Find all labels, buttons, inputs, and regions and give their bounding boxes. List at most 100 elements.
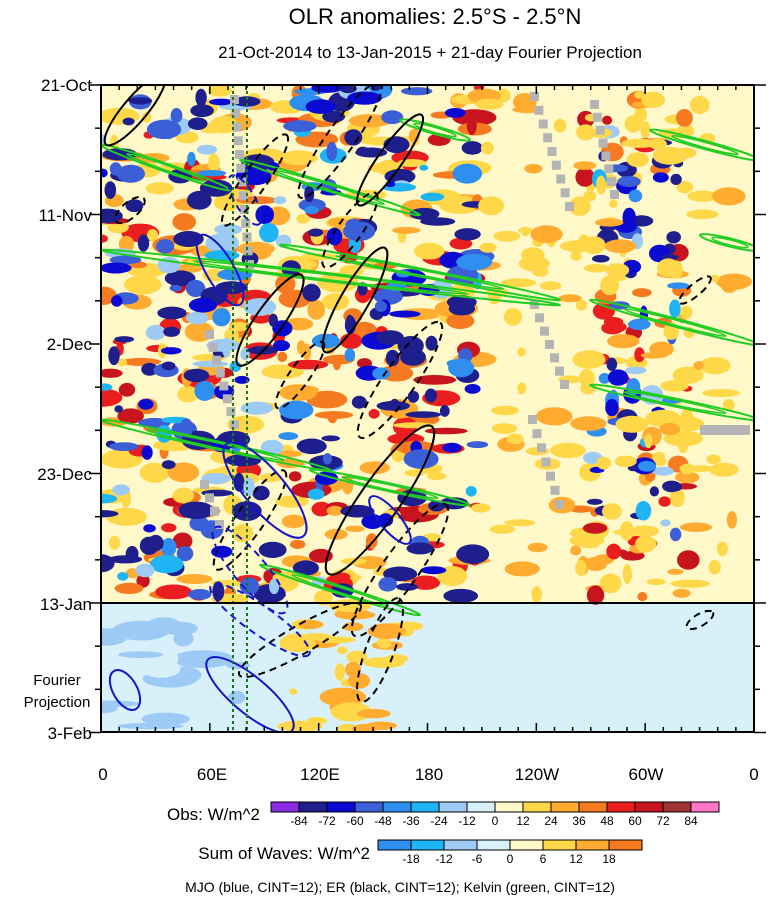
anomaly-patch (501, 278, 536, 288)
anomaly-patch (634, 91, 645, 99)
anomaly-patch (114, 582, 144, 595)
anomaly-patch (278, 432, 299, 441)
anomaly-patch (279, 400, 314, 420)
missing-data-mark (530, 92, 539, 101)
chart-title: OLR anomalies: 2.5°S - 2.5°N (289, 4, 582, 29)
missing-data-mark (535, 313, 544, 323)
colorbar-label: 48 (600, 814, 614, 828)
anomaly-patch (403, 449, 439, 469)
anomaly-patch (478, 196, 504, 216)
anomaly-patch (277, 351, 288, 362)
anomaly-patch (628, 318, 651, 330)
colorbar-label: 0 (492, 814, 499, 828)
missing-data-mark (210, 506, 219, 516)
colorbar-label: -12 (435, 852, 453, 866)
missing-data-mark (237, 177, 247, 187)
anomaly-patch (232, 524, 254, 543)
x-tick-label: 0 (98, 765, 107, 784)
y-tick-label: 21-Oct (41, 76, 92, 95)
colorbar-box (410, 801, 440, 813)
missing-data-mark (231, 108, 241, 118)
er-contour (220, 133, 290, 227)
anomaly-patch (351, 395, 367, 409)
anomaly-patch (637, 592, 648, 602)
anomaly-patch (622, 207, 636, 227)
anomaly-patch (172, 213, 196, 231)
anomaly-patch (424, 427, 468, 435)
anomaly-patch (160, 538, 177, 557)
anomaly-patch (669, 527, 682, 542)
anomaly-patch (173, 231, 204, 247)
anomaly-patch (255, 205, 274, 225)
colorbar-label: -24 (430, 814, 448, 828)
colorbar-label: 0 (507, 852, 514, 866)
anomaly-patch (530, 225, 563, 244)
anomaly-patch (341, 611, 376, 619)
anomaly-patch (699, 357, 731, 375)
anomaly-patch (374, 300, 387, 312)
missing-data-mark (230, 95, 239, 104)
anomaly-patch (584, 556, 608, 572)
colorbar-box (494, 801, 524, 813)
er-contour (103, 85, 167, 147)
mjo-contour (368, 495, 412, 545)
anomaly-patch (378, 513, 394, 527)
anomaly-patch (600, 275, 620, 296)
anomaly-patch (392, 226, 421, 234)
anomaly-patch (112, 484, 130, 496)
anomaly-patch (240, 401, 273, 415)
anomaly-patch (622, 564, 633, 584)
anomaly-patch (208, 98, 234, 106)
anomaly-patch (524, 163, 543, 174)
missing-data-mark (556, 174, 566, 184)
missing-data-mark (212, 355, 222, 365)
colorbar-label: -84 (290, 814, 308, 828)
anomaly-patch (106, 507, 147, 526)
anomaly-patch (344, 348, 356, 362)
anomaly-patch (531, 266, 549, 277)
colorbar-box (575, 839, 610, 851)
anomaly-patch (420, 192, 445, 202)
anomaly-patch (575, 559, 587, 577)
anomaly-patch (419, 164, 429, 171)
anomaly-patch (456, 544, 490, 564)
anomaly-patch (413, 375, 457, 385)
anomaly-patch (147, 534, 164, 552)
anomaly-patch (687, 416, 698, 429)
anomaly-patch (297, 620, 324, 629)
anomaly-patch (176, 574, 213, 584)
anomaly-patch (163, 326, 181, 337)
x-tick-label: 60W (629, 765, 664, 784)
anomaly-patch (427, 472, 447, 481)
colorbar-label: -48 (374, 814, 392, 828)
anomaly-patch (448, 358, 475, 378)
anomaly-patch (190, 104, 214, 118)
anomaly-patch (172, 487, 195, 503)
kelvin-contour (126, 153, 205, 182)
anomaly-patch (367, 623, 406, 639)
anomaly-patch (420, 566, 447, 575)
anomaly-patch (187, 151, 196, 167)
anomaly-patch (617, 176, 641, 187)
anomaly-patch (465, 486, 477, 497)
anomaly-patch (475, 98, 504, 110)
anomaly-patch (620, 521, 634, 541)
colorbar-box (382, 801, 412, 813)
colorbar-label: -60 (346, 814, 364, 828)
missing-data-mark (222, 394, 232, 404)
anomaly-patch (660, 519, 671, 527)
anomaly-patch (117, 722, 184, 730)
anomaly-patch (385, 139, 409, 148)
anomaly-patch (289, 688, 298, 695)
er-contour (321, 191, 379, 269)
kelvin-contour (698, 233, 754, 252)
anomaly-patch (652, 451, 666, 462)
anomaly-patch (164, 270, 196, 287)
anomaly-patch (496, 88, 511, 103)
anomaly-patch (675, 147, 697, 159)
anomaly-patch (302, 283, 321, 302)
anomaly-patch (575, 167, 595, 187)
missing-data-mark (700, 425, 750, 435)
missing-data-mark (219, 381, 229, 391)
anomaly-patch (726, 511, 738, 529)
